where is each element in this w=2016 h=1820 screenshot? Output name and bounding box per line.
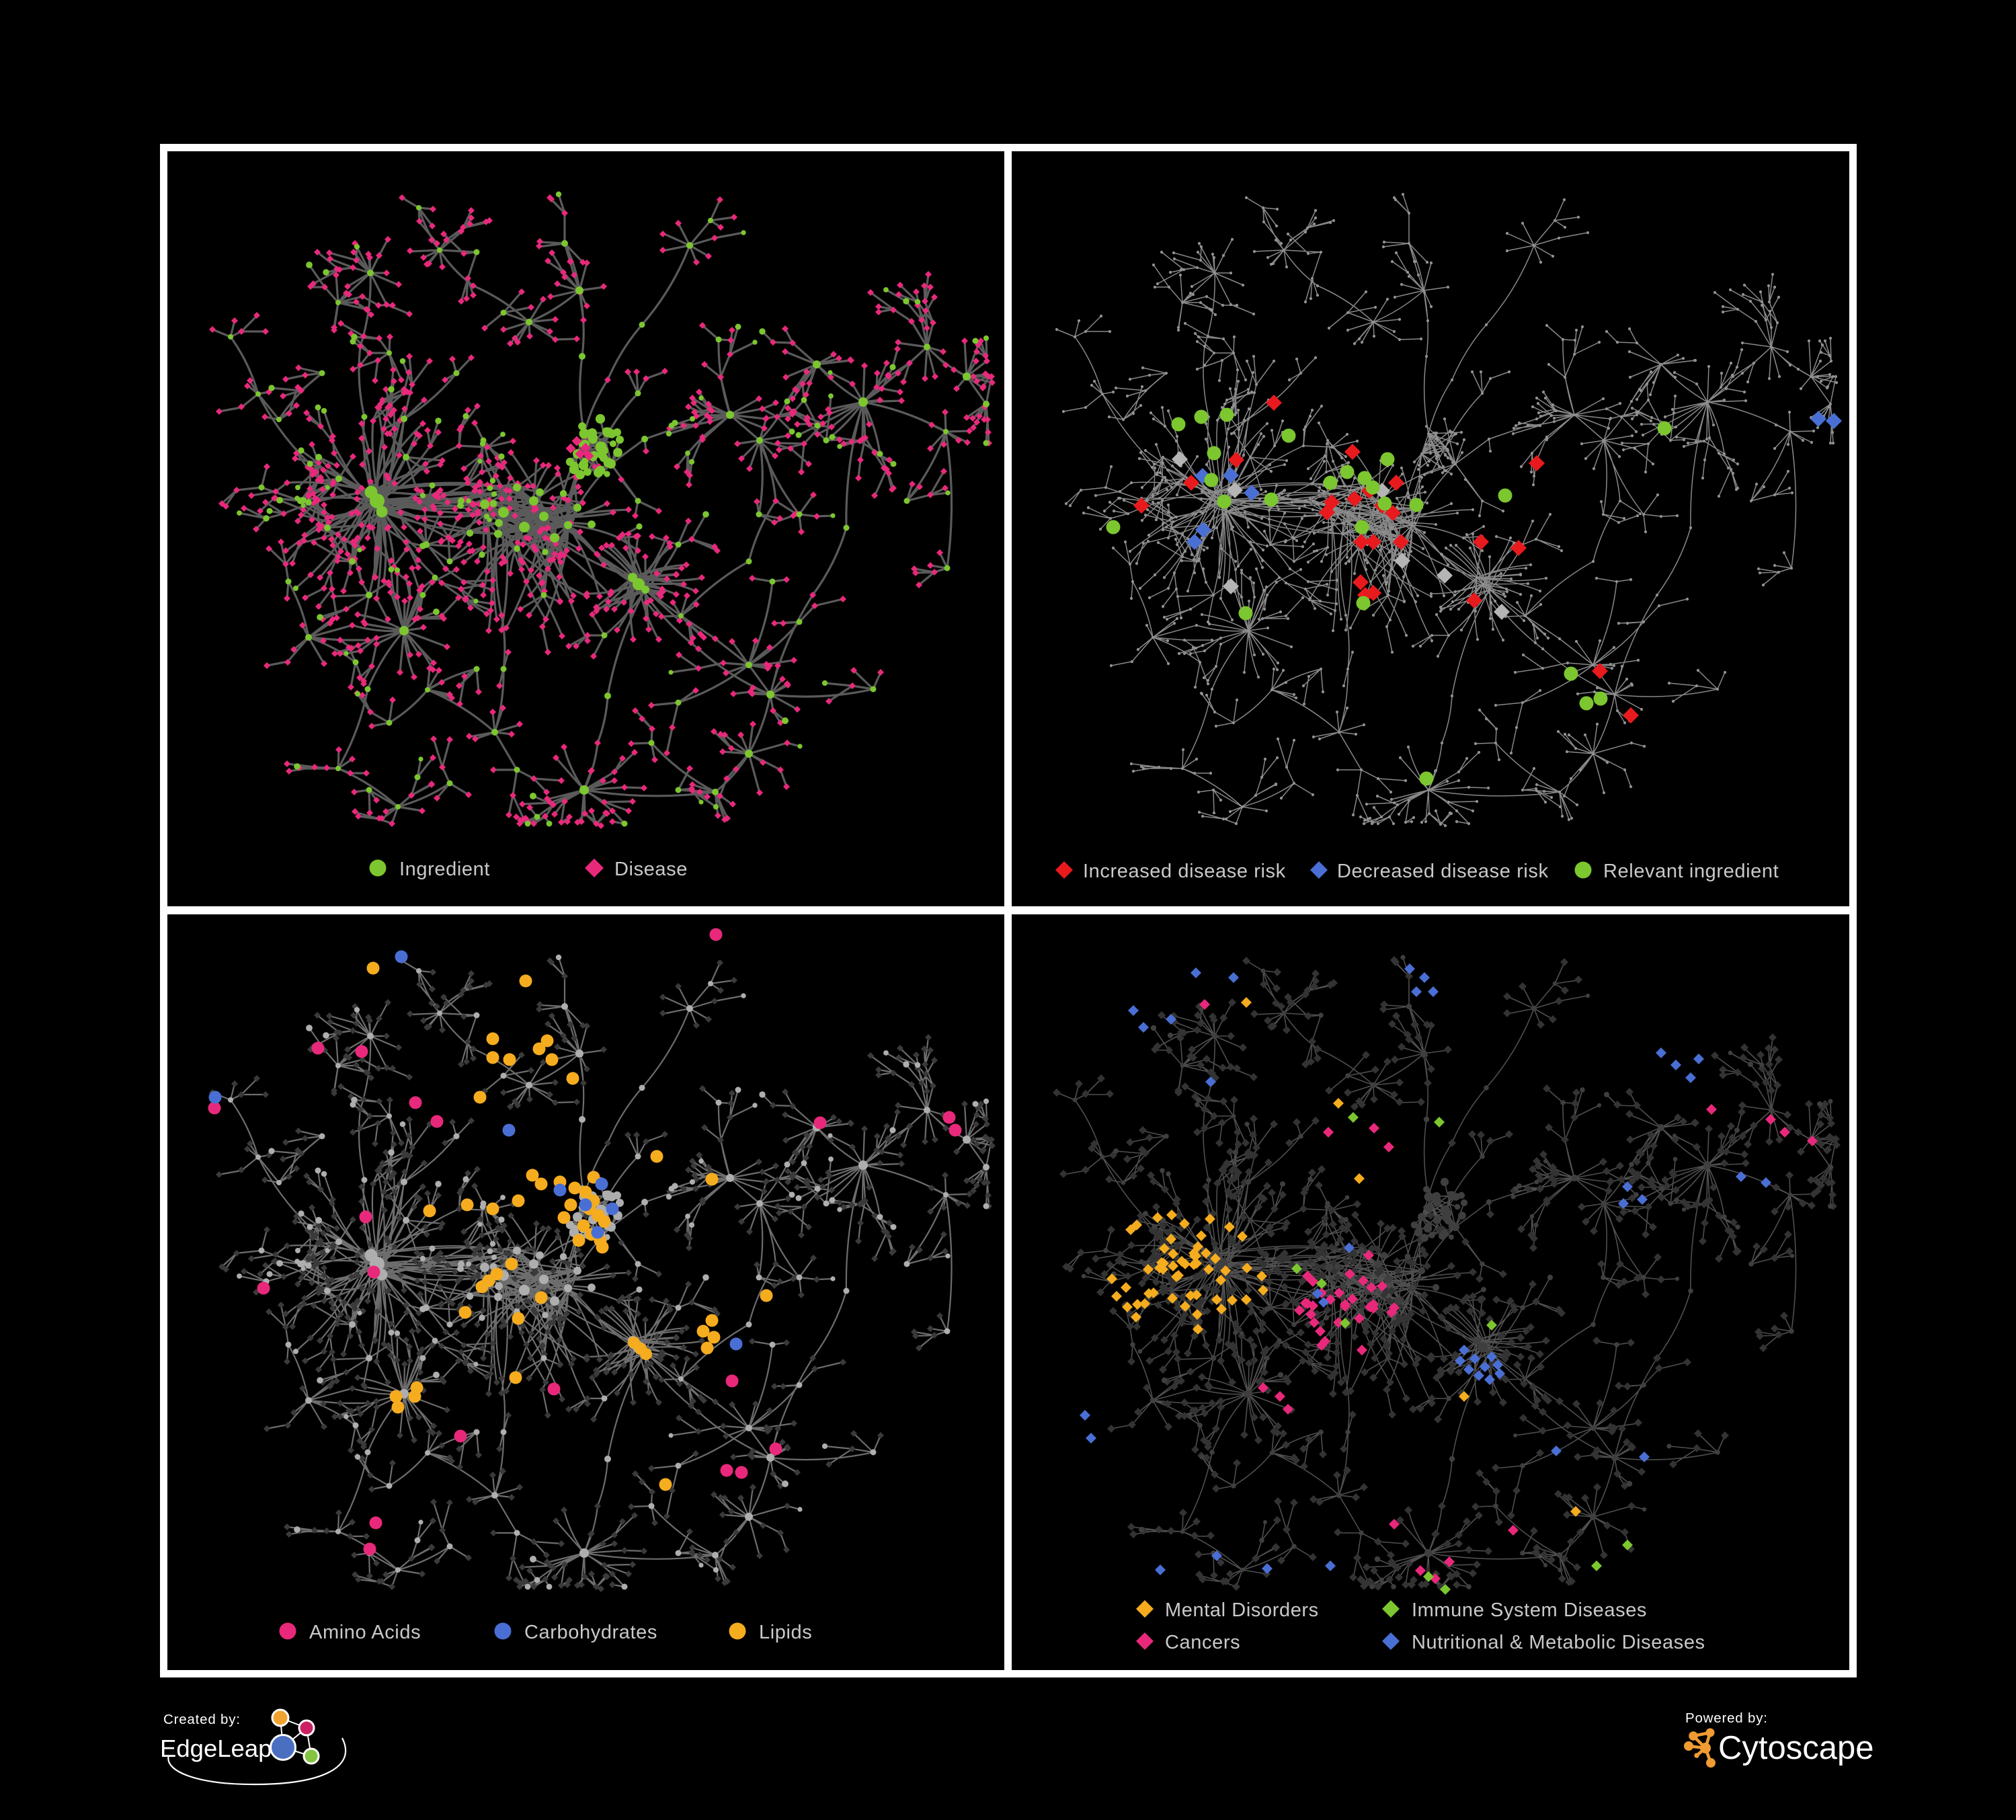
svg-text:Decreased disease risk: Decreased disease risk: [1337, 861, 1549, 882]
svg-text:Nutritional & Metabolic Diseas: Nutritional & Metabolic Diseases: [1412, 1632, 1705, 1653]
svg-text:Lipids: Lipids: [759, 1622, 812, 1643]
svg-text:Ingredient: Ingredient: [399, 859, 490, 880]
svg-text:Mental Disorders: Mental Disorders: [1165, 1599, 1319, 1621]
svg-text:Cytoscape: Cytoscape: [1718, 1730, 1874, 1766]
svg-text:Carbohydrates: Carbohydrates: [524, 1622, 657, 1643]
svg-text:Amino Acids: Amino Acids: [309, 1622, 421, 1643]
svg-text:EdgeLeap: EdgeLeap: [160, 1735, 272, 1762]
svg-text:Cancers: Cancers: [1165, 1632, 1240, 1653]
svg-text:Powered by:: Powered by:: [1685, 1710, 1768, 1726]
svg-text:Relevant ingredient: Relevant ingredient: [1603, 861, 1779, 882]
svg-text:Immune System Diseases: Immune System Diseases: [1412, 1599, 1647, 1621]
svg-text:Increased disease risk: Increased disease risk: [1083, 861, 1286, 882]
svg-text:Disease: Disease: [614, 859, 688, 880]
svg-text:Created by:: Created by:: [163, 1712, 241, 1727]
